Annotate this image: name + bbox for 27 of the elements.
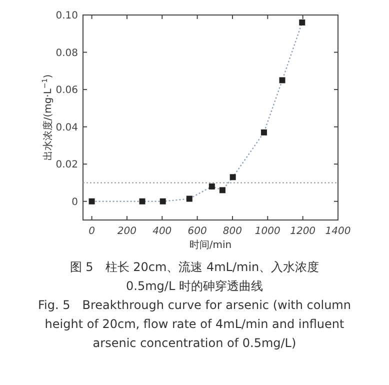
point	[208, 183, 215, 190]
x-axis-title: 时间/min	[189, 239, 232, 251]
x-tick-label: 800	[222, 226, 242, 237]
x-tick-label: 200	[117, 226, 137, 237]
point	[186, 196, 192, 202]
caption: Fig. 5 Breakthrough curve for arsenic (with column height of 20cm, flow rate of 4mL/min and influent arsenic concentration of 0.5mg/L)	[37, 297, 352, 352]
y-tick-label: 0.04	[56, 122, 78, 134]
point	[160, 198, 166, 204]
point	[279, 77, 286, 84]
y-tick-label: 0.08	[56, 48, 78, 59]
point	[219, 187, 226, 194]
y-tick-label: 0.10	[56, 10, 78, 22]
x-tick-label: 1400	[325, 226, 351, 237]
point	[88, 198, 95, 204]
y-tick-label: 0.02	[56, 160, 78, 171]
x-tick-label: 1200	[290, 226, 316, 237]
point	[139, 198, 146, 204]
y-tick-label: 0	[72, 196, 78, 208]
caption: 图 5 柱长 20cm、流速 4mL/min、入水浓度 0.5mg/L 时的砷穿透曲线	[70, 259, 320, 295]
point	[230, 174, 236, 180]
x-tick-label: 0	[88, 226, 95, 237]
point	[260, 129, 267, 136]
point	[299, 19, 306, 26]
y-tick-label: 0.06	[56, 85, 78, 96]
x-tick-label: 1000	[254, 226, 280, 237]
x-tick-label: 400	[152, 226, 172, 237]
x-tick-label: 600	[188, 226, 207, 237]
